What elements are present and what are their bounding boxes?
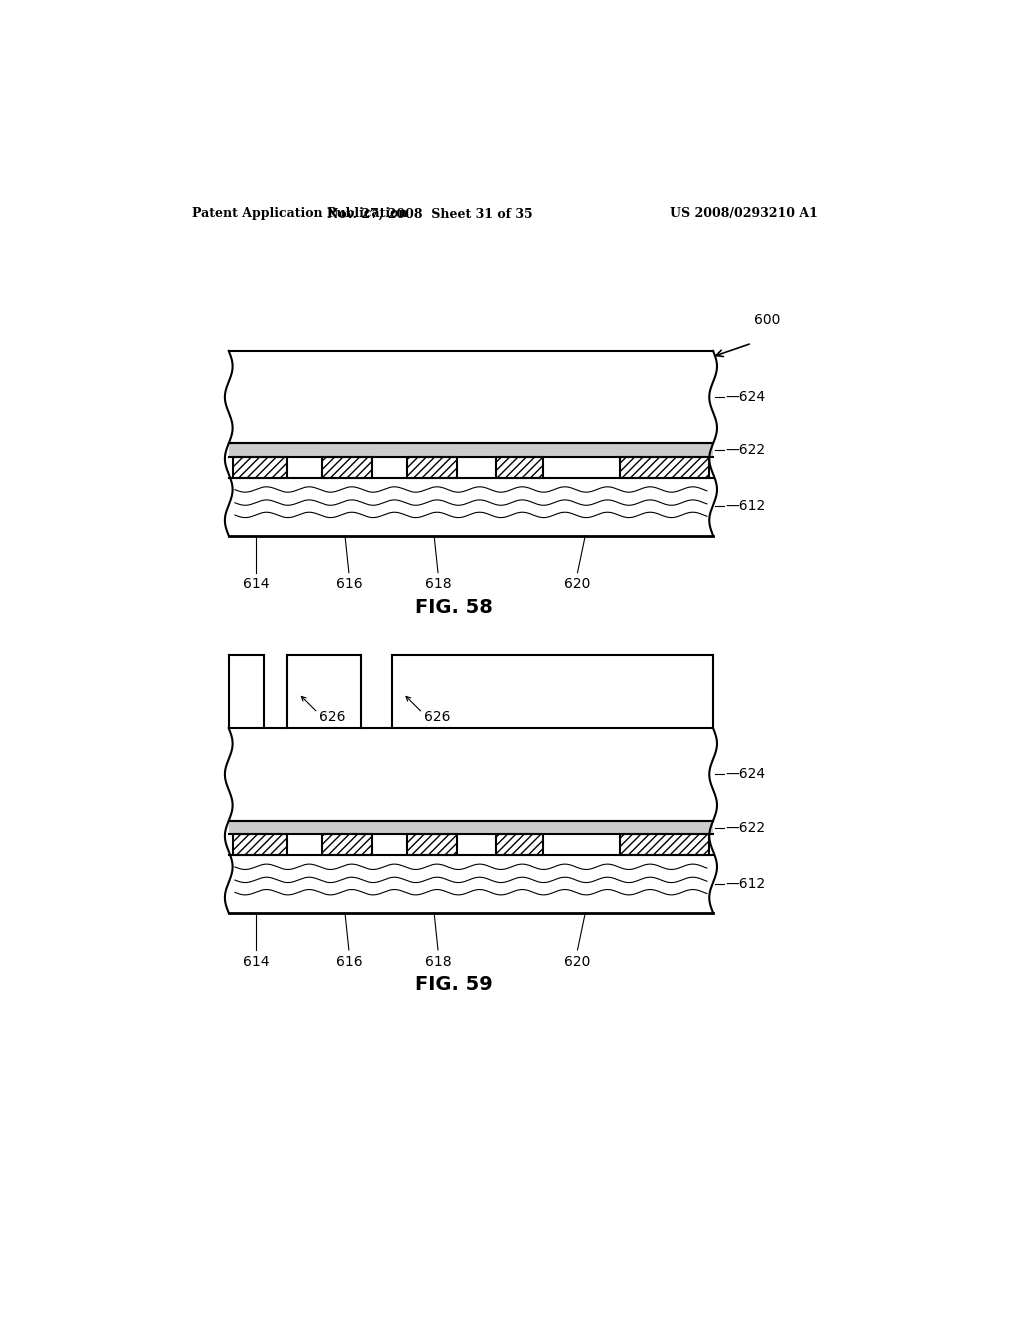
Text: 620: 620 (564, 954, 591, 969)
Text: FIG. 58: FIG. 58 (415, 598, 493, 616)
Text: 620: 620 (564, 577, 591, 591)
Bar (407, 457, 458, 478)
Text: 600: 600 (755, 313, 780, 327)
Bar (496, 457, 543, 478)
Bar (232, 457, 287, 478)
Text: US 2008/0293210 A1: US 2008/0293210 A1 (671, 207, 818, 220)
Text: 618: 618 (425, 577, 452, 591)
Text: 616: 616 (336, 954, 362, 969)
Text: Patent Application Publication: Patent Application Publication (191, 207, 408, 220)
Text: 626: 626 (319, 710, 346, 723)
Bar (322, 457, 372, 478)
Text: —624: —624 (726, 391, 766, 404)
Bar (621, 834, 710, 855)
Text: 614: 614 (243, 954, 269, 969)
Text: —622: —622 (726, 444, 766, 457)
Text: —612: —612 (726, 876, 766, 891)
Text: 626: 626 (424, 710, 451, 723)
Bar (232, 834, 287, 855)
Text: 618: 618 (425, 954, 452, 969)
Bar (228, 444, 713, 457)
Text: —622: —622 (726, 821, 766, 834)
Bar (322, 834, 372, 855)
Text: —624: —624 (726, 767, 766, 781)
Text: 614: 614 (243, 577, 269, 591)
Text: 616: 616 (336, 577, 362, 591)
Bar (228, 821, 713, 834)
Text: Nov. 27, 2008  Sheet 31 of 35: Nov. 27, 2008 Sheet 31 of 35 (328, 207, 534, 220)
Text: FIG. 59: FIG. 59 (415, 975, 493, 994)
Text: —612: —612 (726, 499, 766, 513)
Bar (621, 457, 710, 478)
Bar (407, 834, 458, 855)
Bar (496, 834, 543, 855)
